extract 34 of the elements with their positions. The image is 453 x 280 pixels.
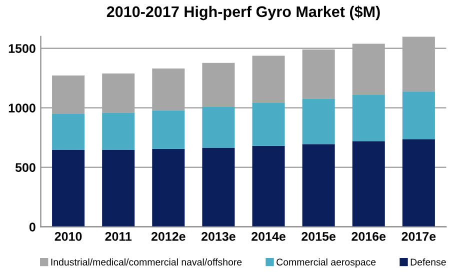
legend-label: Defense (410, 258, 446, 266)
x-tick-label: 2012e (151, 232, 186, 241)
y-tick-label: 1000 (8, 104, 36, 112)
x-tick-label: 2016e (352, 232, 386, 241)
bar (252, 146, 285, 227)
bar (302, 144, 335, 227)
x-tick-label: 2013e (202, 232, 236, 241)
y-tick-label: 500 (15, 163, 36, 172)
y-tick-label: 1500 (8, 44, 36, 53)
x-tick-label: 2015e (302, 232, 336, 241)
bar (302, 98, 335, 144)
y-tick-label: 0 (29, 222, 36, 232)
bar (252, 56, 285, 104)
bar (352, 94, 385, 142)
bar (202, 62, 235, 107)
bar (352, 141, 385, 227)
bar (402, 139, 435, 227)
bar (152, 148, 185, 227)
x-tick-label: 2011 (105, 232, 132, 241)
x-tick-label: 2017e (402, 232, 436, 241)
bar (252, 103, 285, 146)
legend-label: Industrial/medical/commercial naval/offshore (51, 258, 242, 266)
bar (102, 150, 135, 227)
bar (202, 106, 235, 148)
bar (52, 114, 85, 150)
legend-label: Commercial aerospace (276, 258, 376, 268)
x-tick-label: 2014e (252, 232, 286, 241)
bar (152, 110, 185, 149)
bar (402, 91, 435, 140)
bar (102, 112, 135, 150)
x-tick-label: 2010 (54, 232, 82, 241)
chart-title: 2010-2017 High-perf Gyro Market ($M) (106, 6, 380, 20)
bar (52, 150, 85, 227)
bar (202, 148, 235, 227)
